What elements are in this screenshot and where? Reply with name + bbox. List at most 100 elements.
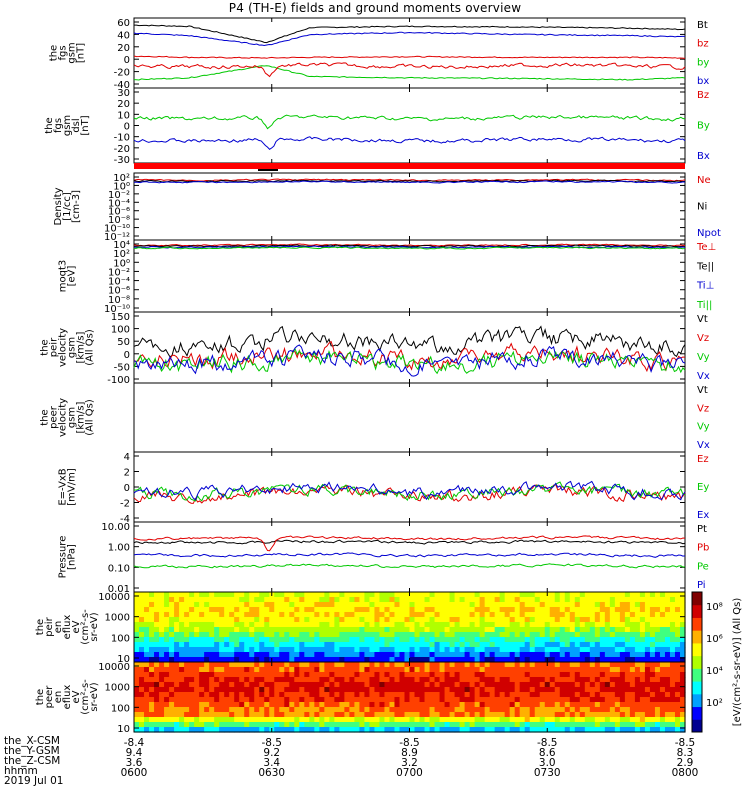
xaxis-row-label: hhmm: [4, 765, 38, 777]
peer_velocity-ylabel-line: the: [40, 409, 51, 425]
series-bx: [133, 31, 685, 47]
fgs_dsl-ylabel-line: fgs: [53, 118, 64, 133]
series-ni: [133, 179, 685, 183]
series-bz: [133, 55, 686, 59]
xaxis-the_z-csm-value: 3.0: [539, 757, 556, 769]
legend-bz: Bz: [697, 90, 709, 101]
efield-ytick: 2: [124, 468, 130, 479]
temperature-ytick: 10⁰: [113, 258, 130, 269]
legend-npot: Npot: [697, 228, 721, 239]
peir_velocity-ytick: 50: [117, 337, 130, 348]
fgs_dsl-ylabel-line: the: [44, 117, 55, 133]
series-vt: [133, 325, 686, 358]
efield-ytick: 4: [124, 452, 130, 463]
xaxis-the_y-gsm-value: 9.2: [263, 747, 280, 759]
legend-te⊥: Te⊥: [696, 242, 716, 253]
fgs_dsl-ytick: -30: [114, 155, 130, 166]
series-ey: [133, 481, 686, 502]
panel-peir-spectrogram: 10000 1000 100 10 thepeirenefluxeV(cm²-s-sr-…: [35, 591, 686, 665]
peer_velocity-ylabel-line: (All Qs): [85, 399, 96, 436]
peer_spectrogram-ylabel-line: eflux: [62, 685, 73, 710]
peer_spectrogram-ytick: 1000: [105, 683, 130, 694]
fgs_dsl-ytick: 10: [117, 110, 130, 121]
peir_velocity-ylabel-line: gsm: [67, 337, 78, 358]
peer_velocity-ylabel-line: gsm: [67, 407, 78, 428]
fgs_dsl-ytick: 0: [124, 122, 130, 133]
fgs_dsl-ytick: 20: [117, 99, 130, 110]
series-pe: [133, 563, 686, 569]
peer_velocity-ylabel-line: peer: [49, 405, 60, 429]
xaxis-hhmm-value: 0600: [121, 767, 148, 779]
xaxis-the_x-csm-value: -8.5: [399, 737, 420, 749]
quality-flag-strip: [134, 163, 685, 171]
peir_velocity-ylabel-line: peir: [49, 337, 60, 357]
legend-vy: Vy: [697, 422, 710, 433]
series-vz: [133, 340, 686, 373]
legend-vx: Vx: [697, 440, 710, 451]
density-ylabel-line: [1/cc]: [62, 192, 73, 221]
peer_spectrogram-ytick: 100: [111, 703, 130, 714]
peir_spectrogram-ylabel-line: sr-eV): [89, 612, 100, 641]
panel-peer-spectrogram: 10000 1000 100 10 thepeerenefluxeV(cm²-s-sr-…: [35, 661, 686, 735]
fgs-ytick: 0: [124, 55, 130, 66]
series-bt: [134, 24, 686, 44]
fgs-ylabel-line: fgs: [58, 45, 69, 60]
legend-bt: Bt: [697, 20, 708, 31]
peir_velocity-ylabel-line: velocity: [58, 328, 69, 367]
peir_spectrogram-ytick: 1000: [105, 613, 130, 624]
peir_spectrogram-ytick: 10000: [98, 592, 130, 603]
peir_spectrogram-ylabel-line: eV: [71, 620, 82, 633]
legend-vx: Vx: [697, 371, 710, 382]
legend-pt: Pt: [697, 524, 707, 535]
density-ylabel-line: Density: [53, 187, 64, 225]
xaxis-the_y-gsm-value: 8.9: [401, 747, 418, 759]
fgs_dsl-ytick: 30: [117, 88, 130, 99]
legend-ey: Ey: [697, 482, 709, 493]
peir_velocity-ytick: 0: [124, 350, 130, 361]
series-vx: [133, 344, 686, 377]
temperature-ytick: 10²: [113, 249, 130, 260]
temperature-ytick: 10⁻⁴: [108, 277, 130, 288]
pressure-ylabel-line: [nPa]: [67, 544, 78, 570]
fgs-ytick: 20: [117, 43, 130, 54]
peer_spectrogram-ylabel-line: peer: [44, 685, 55, 709]
legend-bz: bz: [697, 39, 709, 50]
peir_spectrogram-ytick: 100: [111, 633, 130, 644]
pressure-ytick: 0.10: [108, 563, 130, 574]
density-ytick: 10⁻⁸: [108, 215, 130, 226]
xaxis-hhmm-value: 0630: [258, 767, 285, 779]
legend-vy: Vy: [697, 352, 710, 363]
density-ytick: 10⁻⁴: [108, 198, 130, 209]
series-npot: [133, 180, 686, 184]
density-ytick: 10⁻⁶: [108, 207, 130, 218]
xaxis-the_x-csm-value: -8.5: [262, 737, 283, 749]
fgs_dsl-ylabel-line: gsm: [62, 115, 73, 136]
efield-ytick: 0: [124, 483, 130, 494]
peer_spectrogram-ytick: 10: [117, 724, 130, 735]
fgs-ytick: -40: [114, 80, 130, 91]
fgs_dsl-ylabel-line: dsl: [71, 118, 82, 132]
density-ytick: 10⁰: [113, 181, 130, 192]
legend-vz: Vz: [697, 403, 709, 414]
series-te⊥: [133, 243, 686, 247]
peir_spectrogram-ylabel-line: peir: [44, 616, 55, 636]
panel-pressure: 10.00 1.00 0.10 0.01 Pressure[nPa] Pt Pb Pe Pi: [58, 521, 709, 595]
peir_velocity-ytick: -50: [114, 362, 130, 373]
fgs-ylabel-line: [nT]: [76, 43, 87, 63]
temperature-ytick: 10⁻¹⁰: [104, 304, 130, 315]
peir_velocity-ytick: 150: [111, 312, 130, 323]
fgs_dsl-ylabel-line: [nT]: [80, 115, 91, 135]
legend-ti⊥: Ti⊥: [696, 281, 714, 292]
peir_spectrogram-ylabel-line: eflux: [62, 615, 73, 640]
density-ytick: 10²: [113, 173, 130, 184]
pressure-ylabel-line: Pressure: [58, 536, 69, 579]
series-ne: [133, 178, 686, 182]
series-by: [133, 114, 686, 130]
temperature-ytick: 10⁻²: [108, 267, 130, 278]
peir_velocity-ylabel-line: the: [40, 339, 51, 355]
